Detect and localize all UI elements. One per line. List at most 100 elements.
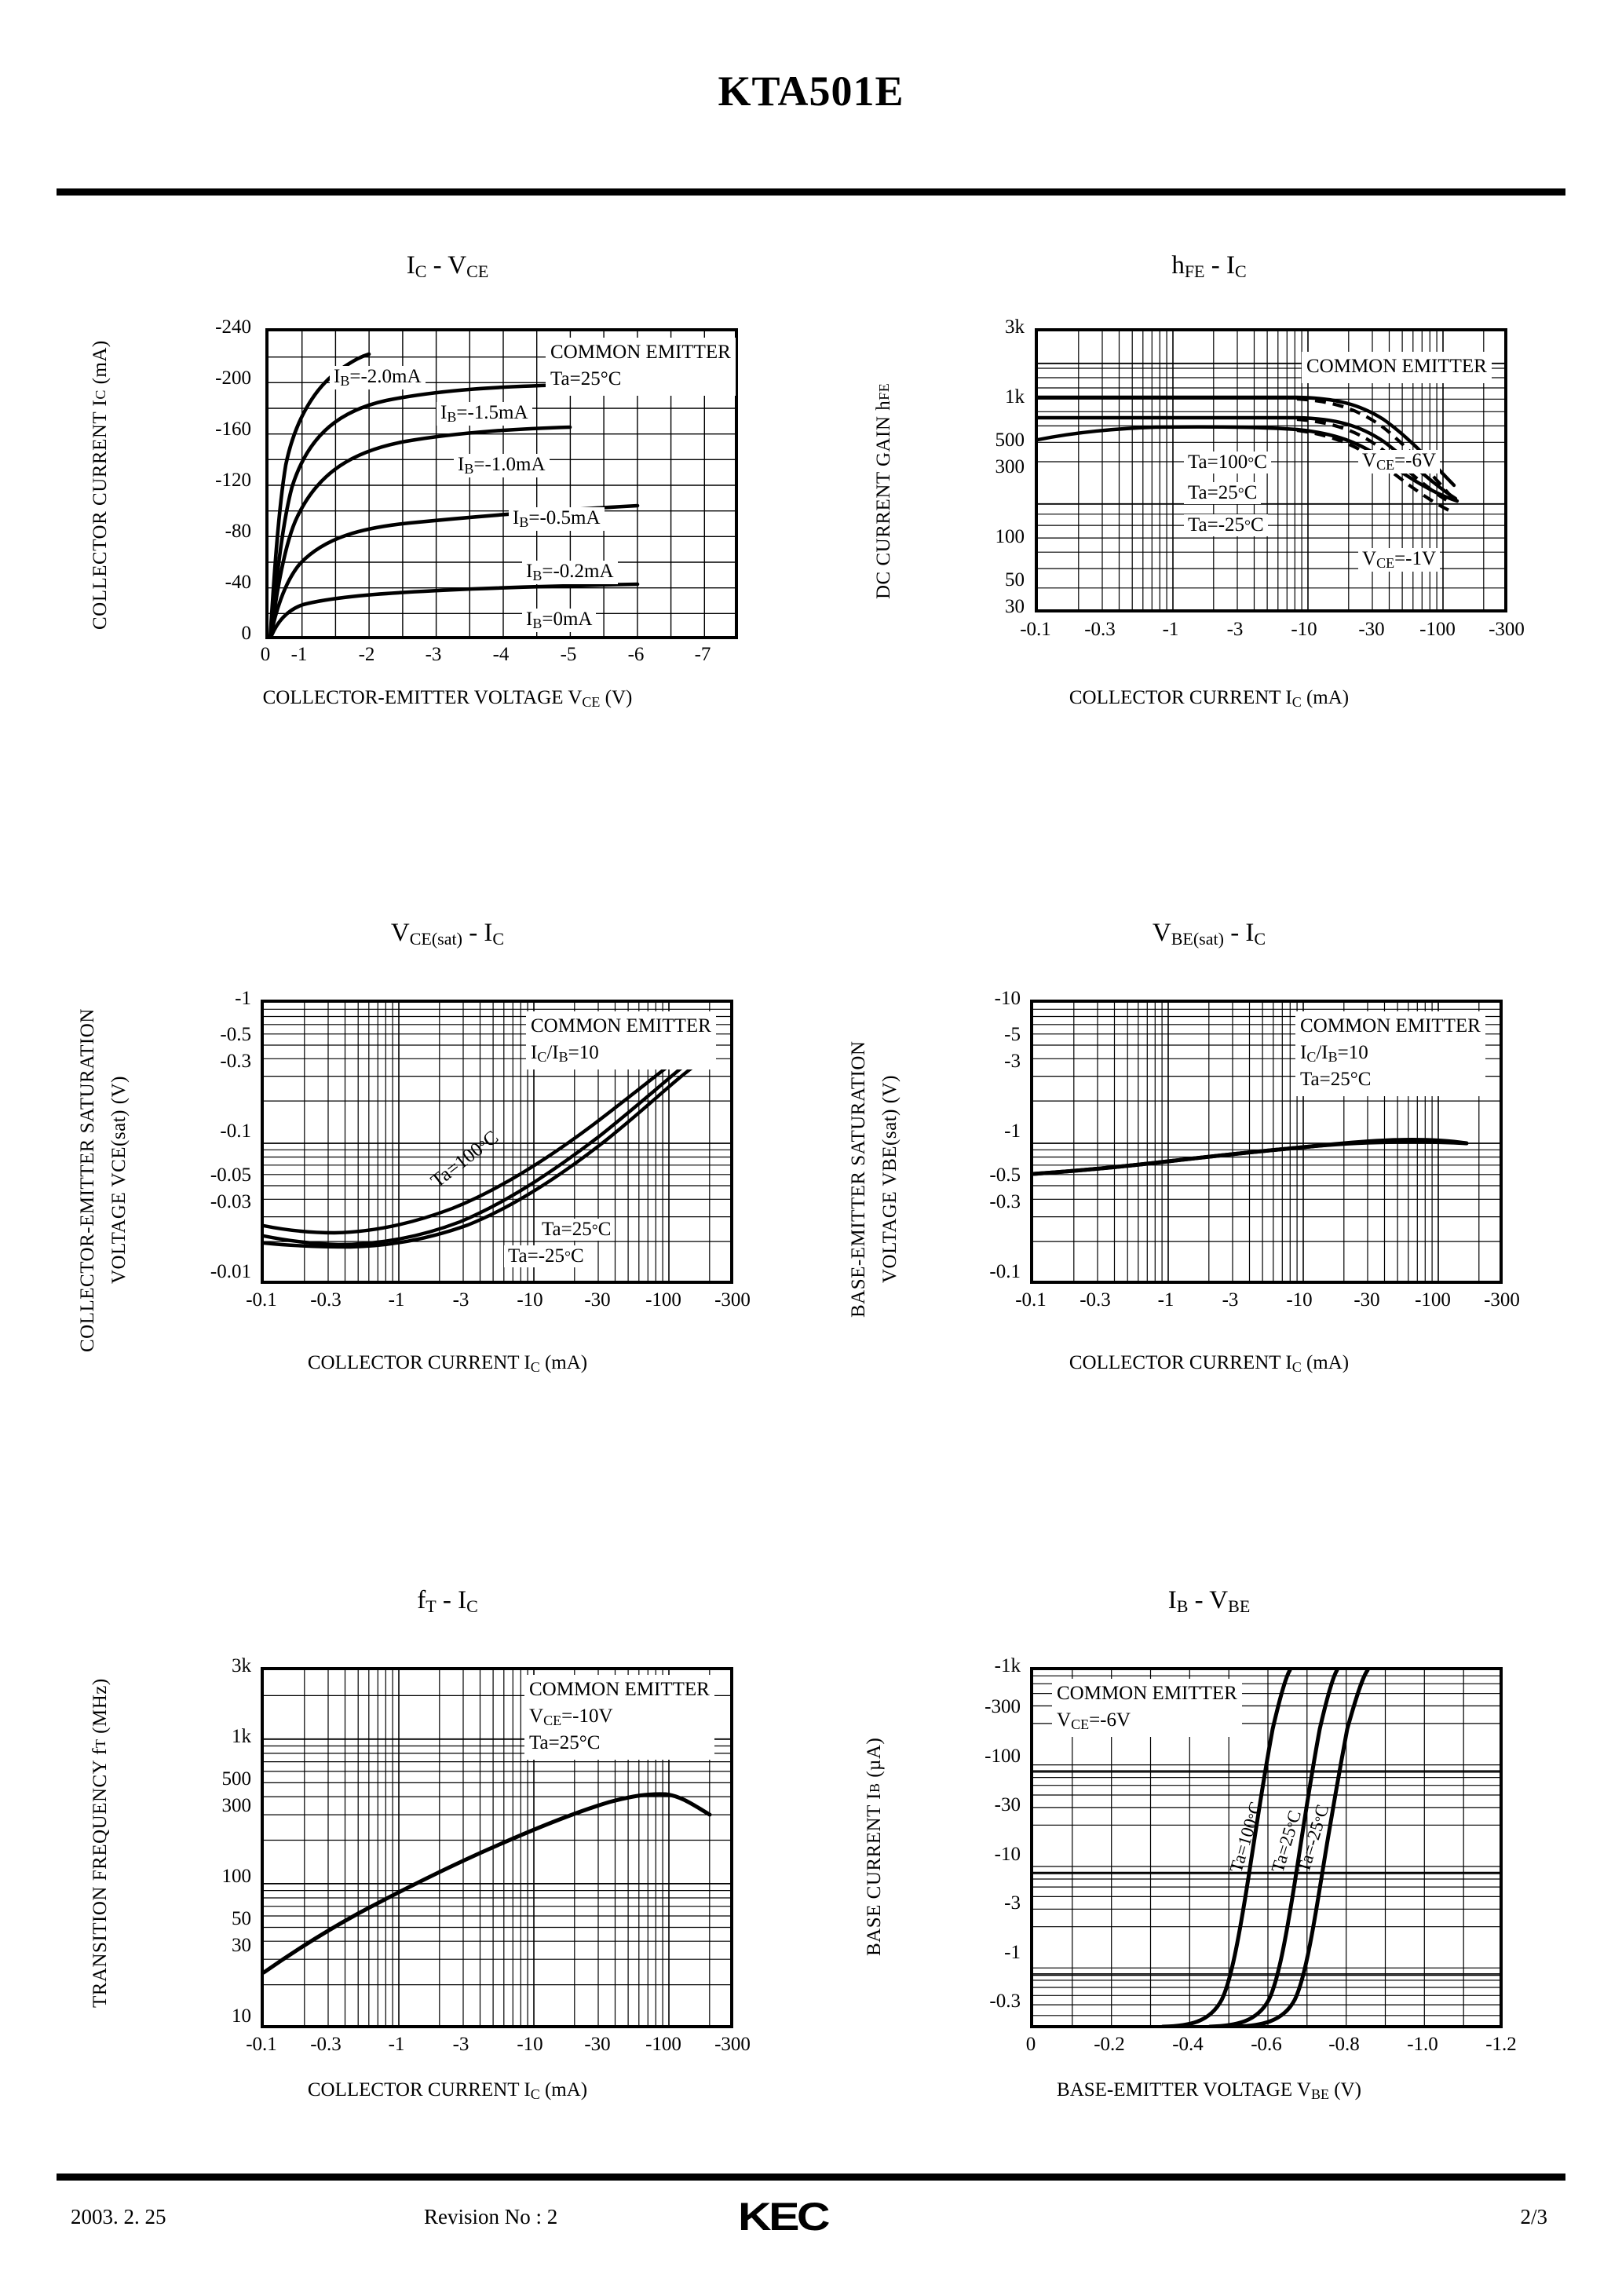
ytick: -0.3 [989, 1191, 1021, 1212]
note-line: COMMON EMITTER [1300, 1015, 1481, 1036]
x-axis-label-vbesat-ic: COLLECTOR CURRENT IC (mA) [1069, 1352, 1350, 1375]
xtick: -100 [645, 1289, 681, 1311]
kec-logo: KEC [738, 2195, 830, 2239]
curve-label-ta-100: Ta=100°C [1184, 452, 1271, 473]
xtick: -300 [714, 1289, 751, 1311]
chart-note-vbesat-ic: COMMON EMITTER IC/IB=10 Ta=25°C [1295, 1011, 1485, 1096]
ytick: -1 [1004, 1121, 1021, 1142]
curve-label-ib-1.0: IB=-1.0mA [454, 454, 550, 477]
note-line: Ta=25°C [529, 1732, 601, 1754]
chart-note-ib-vbe: COMMON EMITTER VCE=-6V [1052, 1679, 1242, 1738]
xtick: -7 [694, 644, 711, 665]
chart-title-hfe-ic: hFE - IC [1171, 251, 1247, 281]
xtick: -0.1 [1015, 1289, 1047, 1311]
xtick: 0 [1025, 2034, 1036, 2055]
ytick: -120 [215, 470, 251, 491]
ytick: 30 [1005, 596, 1025, 617]
chart-note-hfe-ic: COMMON EMITTER [1302, 352, 1492, 383]
ytick: -240 [215, 316, 251, 338]
xtick: -10 [517, 1289, 543, 1311]
x-axis-label-ft-ic: COLLECTOR CURRENT IC (mA) [307, 2079, 588, 2102]
note-line: COMMON EMITTER [531, 1015, 711, 1036]
xtick: -2 [358, 644, 375, 665]
xtick: -1 [388, 2034, 405, 2055]
xtick: -30 [584, 1289, 611, 1311]
ytick: -3 [1004, 1892, 1021, 1914]
curve-label-ib-0.5: IB=-0.5mA [509, 507, 605, 531]
note-line: COMMON EMITTER [1057, 1683, 1237, 1704]
chart-ft-ic: fT - IC TRANSITION FREQUENCY fT (MHz) 3k… [90, 1586, 801, 2102]
chart-title-vcesat-ic: VCE(sat) - IC [390, 919, 505, 949]
footer-page-number: 2/3 [1520, 2205, 1547, 2228]
ytick: -200 [215, 367, 251, 389]
xtick: -0.6 [1251, 2034, 1282, 2055]
xtick: -0.2 [1094, 2034, 1125, 2055]
xtick: -4 [492, 644, 510, 665]
y-axis-label-hfe-ic: DC CURRENT GAIN hFE [873, 382, 894, 599]
ytick: 50 [232, 1908, 251, 1929]
xtick: -0.1 [1020, 619, 1051, 640]
xtick: -0.1 [246, 2034, 277, 2055]
ytick: -0.5 [989, 1164, 1021, 1186]
xtick: -3 [1222, 1289, 1239, 1311]
ytick: 10 [232, 2005, 251, 2027]
xtick: -1 [290, 644, 308, 665]
note-line: COMMON EMITTER [1306, 356, 1487, 377]
note-line: VCE=-10V [529, 1705, 613, 1728]
chart-hfe-ic: hFE - IC DC CURRENT GAIN hFE 3k 1k 500 3… [856, 251, 1562, 738]
ytick: -40 [225, 572, 251, 593]
ytick: -0.3 [220, 1051, 251, 1072]
ytick: -1 [1004, 1942, 1021, 1963]
ytick: 100 [221, 1866, 252, 1887]
plot-area-ib-vbe [1030, 1667, 1503, 2028]
xtick: -1 [1157, 1289, 1174, 1311]
footer-revision: Revision No : 2 [424, 2205, 558, 2228]
xtick: -10 [517, 2034, 543, 2055]
xtick: -30 [1353, 1289, 1380, 1311]
ytick: 300 [995, 456, 1025, 477]
x-axis-label-hfe-ic: COLLECTOR CURRENT IC (mA) [1069, 687, 1350, 710]
footer-divider [57, 2174, 1565, 2181]
y-axis-label-vbesat-line1: BASE-EMITTER SATURATION [848, 1040, 869, 1318]
chart-title-ft-ic: fT - IC [417, 1586, 478, 1616]
note-line: IC/IB=10 [1300, 1041, 1368, 1065]
x-axis-label-vcesat-ic: COLLECTOR CURRENT IC (mA) [307, 1352, 588, 1375]
curve-label-ta-25: Ta=25°C [538, 1219, 616, 1241]
ytick: -30 [994, 1794, 1021, 1815]
xtick: -0.3 [310, 1289, 342, 1311]
chart-ic-vce: IC - VCE COLLECTOR CURRENT IC (mA) -240 … [90, 251, 801, 738]
ytick: 300 [221, 1795, 252, 1816]
xtick: -3 [452, 1289, 469, 1311]
curve-label-ib-1.5: IB=-1.5mA [437, 402, 532, 426]
chart-title-ic-vce: IC - VCE [406, 251, 489, 281]
ytick: -0.01 [210, 1261, 251, 1282]
ytick: -3 [1004, 1051, 1021, 1072]
ytick: -10 [994, 988, 1021, 1009]
xtick: -100 [1415, 1289, 1451, 1311]
note-line: COMMON EMITTER [529, 1679, 710, 1700]
xtick: -5 [560, 644, 577, 665]
xtick: -0.1 [246, 1289, 277, 1311]
ytick: -0.1 [220, 1121, 251, 1142]
note-line: Ta=25°C [1300, 1069, 1372, 1091]
xtick: -0.4 [1172, 2034, 1204, 2055]
ytick: -0.05 [210, 1164, 251, 1186]
xtick: -6 [627, 644, 645, 665]
chart-ib-vbe: IB - VBE BASE CURRENT IB (µA) -1k -300 -… [856, 1586, 1562, 2102]
chart-vbesat-ic: VBE(sat) - IC BASE-EMITTER SATURATION VO… [848, 919, 1562, 1429]
note-line: VCE=-6V [1057, 1709, 1131, 1732]
page-footer: 2003. 2. 25 Revision No : 2 KEC 2/3 [0, 2195, 1622, 2254]
curve-label-ib-2.0: IB=-2.0mA [330, 366, 426, 389]
note-line: Ta=25°C [550, 367, 622, 389]
xtick: -100 [1419, 619, 1456, 640]
curve-label-ib-0: IB=0mA [522, 609, 597, 632]
xtick: -3 [425, 644, 442, 665]
x-axis-label-ib-vbe: BASE-EMITTER VOLTAGE VBE (V) [1057, 2079, 1361, 2102]
footer-date: 2003. 2. 25 [71, 2205, 166, 2228]
xtick: -300 [1484, 1289, 1520, 1311]
xtick: -0.3 [1080, 1289, 1111, 1311]
ytick: -0.3 [989, 1991, 1021, 2012]
ytick: -1 [235, 988, 251, 1009]
ytick: 1k [1005, 386, 1025, 408]
